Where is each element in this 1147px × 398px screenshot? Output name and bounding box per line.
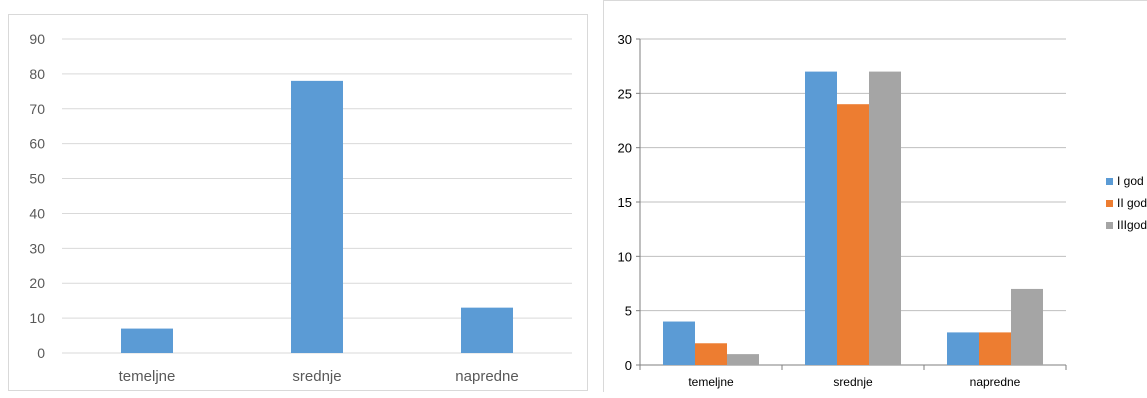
legend-label-2: II god: [1117, 196, 1147, 210]
bar-srednje: [291, 80, 343, 353]
y-tick-label-1: 5: [625, 304, 632, 319]
y-tick-label-6: 60: [29, 136, 45, 152]
x-tick-label-0: temeljne: [688, 375, 734, 389]
bar-srednje-series-3: [869, 71, 901, 365]
legend-item-3: IIIgod: [1106, 214, 1147, 236]
y-tick-label-3: 30: [29, 240, 45, 256]
chart-overall-levels: 0 10 20 30 40 50 60 70 80 90 temeljne srednje napred…: [8, 14, 588, 391]
x-tick-label-0: temeljne: [119, 368, 176, 385]
x-tick-label-2: napredne: [455, 368, 518, 385]
x-tick-label-2: napredne: [970, 375, 1021, 389]
y-tick-label-7: 70: [29, 101, 45, 117]
y-tick-label-4: 20: [618, 141, 632, 156]
x-tick-label-1: srednje: [833, 375, 873, 389]
bar-srednje-series-1: [805, 71, 837, 365]
bar-napredne: [461, 307, 513, 353]
chart-overall-svg: 0 10 20 30 40 50 60 70 80 90 temeljne srednje napred…: [29, 31, 572, 385]
legend-swatch-3: [1106, 221, 1113, 229]
y-tick-label-4: 40: [29, 205, 45, 221]
bar-temeljne-series-3: [727, 354, 759, 365]
chart-by-year-svg: 0 5 10 15 20 25 30 temeljne srednje napredne: [618, 32, 1067, 389]
y-tick-label-9: 90: [29, 31, 45, 47]
chart-levels-by-year: 0 5 10 15 20 25 30 temeljne srednje napredne: [603, 0, 1147, 392]
y-tick-label-0: 0: [37, 345, 45, 361]
bar-srednje-series-2: [837, 104, 869, 365]
y-tick-label-5: 25: [618, 86, 632, 101]
y-tick-label-3: 15: [618, 195, 632, 210]
y-tick-label-6: 30: [618, 32, 632, 47]
x-tick-label-1: srednje: [292, 368, 341, 385]
legend-label-1: I god: [1117, 174, 1144, 188]
bar-temeljne-series-2: [695, 343, 727, 365]
bar-temeljne-series-1: [663, 321, 695, 365]
legend-item-1: I god: [1106, 170, 1147, 192]
bar-napredne-series-1: [947, 332, 979, 365]
bar-temeljne: [121, 328, 173, 353]
legend-swatch-2: [1106, 199, 1113, 207]
y-tick-label-0: 0: [625, 358, 632, 373]
legend-item-2: II god: [1106, 192, 1147, 214]
y-tick-label-8: 80: [29, 66, 45, 82]
y-tick-label-5: 50: [29, 171, 45, 187]
y-tick-label-2: 10: [618, 249, 632, 264]
legend: I god II god IIIgod: [1106, 170, 1147, 236]
y-tick-label-2: 20: [29, 275, 45, 291]
legend-swatch-1: [1106, 177, 1113, 185]
bar-napredne-series-3: [1011, 288, 1043, 365]
y-tick-label-1: 10: [29, 310, 45, 326]
bar-napredne-series-2: [979, 332, 1011, 365]
legend-label-3: IIIgod: [1117, 218, 1147, 232]
